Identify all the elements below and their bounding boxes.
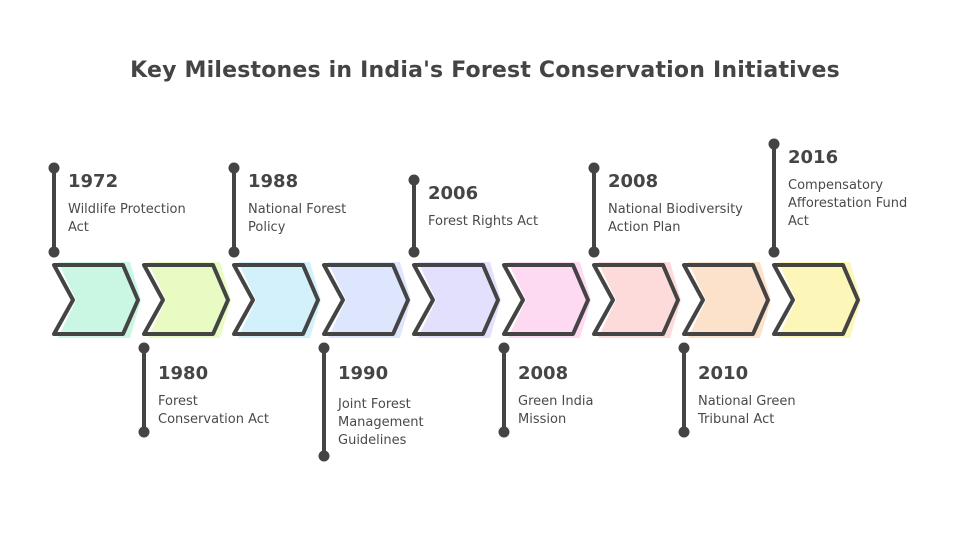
milestone-label: National Biodiversity Action Plan [608, 202, 743, 235]
milestone-year: 1990 [338, 363, 389, 384]
milestone-year: 2016 [788, 147, 839, 168]
milestone-2010: 2010 National Green Tribunal Act [698, 363, 796, 429]
chevron-outline-1990 [322, 263, 410, 336]
chevron-outline-1972 [52, 263, 140, 336]
milestone-label: National Green Tribunal Act [698, 394, 796, 427]
connector-2008a [498, 342, 510, 438]
chevron-fill-2008a [508, 262, 591, 338]
chevron-outline-2008b [592, 263, 680, 336]
chevron-fill-1980 [148, 262, 231, 338]
chevron-fill-2016 [778, 262, 861, 338]
milestone-2008-biodiversity: 2008 National Biodiversity Action Plan [608, 171, 743, 237]
milestone-year: 2006 [428, 183, 479, 204]
milestone-1980: 1980 Forest Conservation Act [158, 363, 269, 429]
milestone-label: National Forest Policy [248, 202, 347, 235]
milestone-label: Compensatory Afforestation Fund Act [788, 178, 908, 229]
chevron-fill-2010 [688, 262, 771, 338]
connector-2006 [408, 174, 420, 258]
milestone-label: Forest Conservation Act [158, 394, 269, 427]
connector-2008b [588, 162, 600, 258]
connector-1990 [318, 342, 330, 462]
milestone-year: 2008 [518, 363, 569, 384]
chevron-fills [58, 262, 861, 338]
chevron-fill-2006 [418, 262, 501, 338]
milestone-year: 2008 [608, 171, 659, 192]
chevron-fill-1990 [328, 262, 411, 338]
chevron-outline-2008a [502, 263, 590, 336]
chevron-fill-1988 [238, 262, 321, 338]
chevron-fill-1972 [58, 262, 141, 338]
milestone-year: 2010 [698, 363, 749, 384]
milestone-label: Wildlife Protection Act [68, 202, 186, 235]
chevron-outline-2010 [682, 263, 770, 336]
connector-1988 [228, 162, 240, 258]
chevron-fill-2008b [598, 262, 681, 338]
connector-1980 [138, 342, 150, 438]
milestone-2006: 2006 Forest Rights Act [428, 183, 538, 231]
connector-1972 [48, 162, 60, 258]
connector-lines [48, 138, 780, 462]
chevron-outline-1988 [232, 263, 320, 336]
milestone-1972: 1972 Wildlife Protection Act [68, 171, 186, 237]
milestone-label: Green India Mission [518, 394, 594, 427]
milestone-1990: 1990 Joint Forest Management Guidelines [338, 363, 424, 450]
chevron-outline-2016 [772, 263, 860, 336]
milestone-2016: 2016 Compensatory Afforestation Fund Act [788, 147, 907, 231]
connector-2010 [678, 342, 690, 438]
connector-2016 [768, 138, 780, 258]
milestone-label: Joint Forest Management Guidelines [338, 397, 424, 448]
chevron-outlines [52, 263, 860, 336]
diagram-title: Key Milestones in India's Forest Conserv… [130, 58, 840, 83]
milestone-year: 1988 [248, 171, 299, 192]
chevron-outline-1980 [142, 263, 230, 336]
milestone-year: 1972 [68, 171, 119, 192]
milestone-year: 1980 [158, 363, 209, 384]
milestone-label: Forest Rights Act [428, 214, 539, 229]
milestone-2008-green-india: 2008 Green India Mission [518, 363, 593, 429]
chevron-outline-2006 [412, 263, 500, 336]
milestone-1988: 1988 National Forest Policy [248, 171, 346, 237]
